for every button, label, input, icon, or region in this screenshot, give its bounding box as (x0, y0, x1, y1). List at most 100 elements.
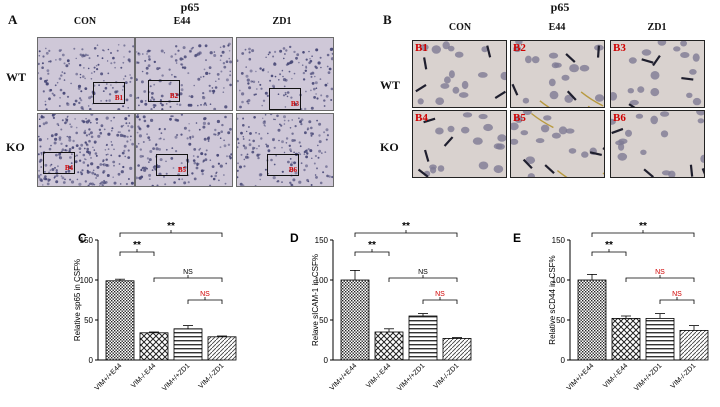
significance-bracket (354, 232, 458, 237)
tile-label: B1 (415, 42, 428, 54)
significance-bracket (625, 277, 695, 282)
panel-letter: D (290, 231, 299, 245)
panel-letter: E (513, 231, 521, 245)
significance-bracket (153, 277, 223, 282)
significance-label: ** (605, 240, 613, 251)
significance-label: ** (167, 221, 175, 232)
bar (577, 279, 607, 361)
panel-b-row-0: WT (380, 78, 401, 92)
category-label: VIM-/-ZD1 (198, 362, 226, 390)
significance-bracket (187, 299, 223, 304)
panel-b-letter: B (383, 12, 392, 27)
bar (408, 315, 438, 361)
panel-a-col-1: E44 (173, 16, 191, 27)
panel-a-title: p65 (180, 0, 200, 14)
tile-label: B4 (415, 112, 428, 124)
y-tick-label: 0 (89, 356, 94, 365)
significance-label: NS (655, 269, 665, 276)
panel-a-col-0: CON (73, 16, 97, 27)
micrograph-ko-con: B4 (37, 113, 135, 187)
category-label: VIM+/+E44 (94, 362, 124, 392)
micrograph-wt-e44: B2 (135, 37, 233, 111)
category-label: VIM-/-E44 (365, 362, 392, 389)
micrograph-wt-con: B1 (37, 37, 135, 111)
category-label: VIM-/-E44 (602, 362, 629, 389)
y-tick-label: 150 (315, 236, 329, 245)
bar (207, 336, 237, 361)
inset-box-label: B4 (64, 164, 73, 172)
bar (139, 332, 169, 361)
tile-label: B5 (513, 112, 526, 124)
category-label: VIM-/-ZD1 (670, 362, 698, 390)
y-axis-label: Relative sCD44 in CSF% (548, 255, 557, 344)
panel-letter: C (78, 231, 87, 245)
panel-b-col-2: ZD1 (647, 22, 667, 33)
y-tick-label: 150 (80, 236, 94, 245)
category-label: VIM+/+E44 (566, 362, 596, 392)
significance-bracket (354, 251, 390, 256)
bar (611, 317, 641, 361)
y-tick-label: 50 (319, 316, 328, 325)
panel-b-row-1: KO (380, 140, 399, 154)
y-tick-label: 0 (324, 356, 329, 365)
chart-d: D Relave sICAM-1 in CSF% 0 50 100 150 VIM+/+E4… (290, 221, 472, 393)
category-label: VIM+/+ZD1 (396, 362, 426, 392)
bar (645, 317, 675, 361)
significance-bracket (388, 277, 458, 282)
panel-a-col-2: ZD1 (272, 16, 292, 27)
micrograph-ko-zd1: B6 (236, 113, 334, 187)
significance-label: NS (418, 269, 428, 276)
significance-bracket (659, 299, 695, 304)
significance-bracket (119, 251, 155, 256)
inset-box: B3 (269, 88, 301, 110)
significance-bracket (591, 251, 627, 256)
significance-bracket (422, 299, 458, 304)
panel-a-row-1: KO (6, 140, 25, 154)
panel-a-letter: A (8, 12, 18, 27)
micrograph-wt-zd1: B3 (236, 37, 334, 111)
bar (374, 331, 404, 361)
significance-label: ** (368, 240, 376, 251)
tile-b5: B5 (510, 110, 605, 178)
bar (442, 337, 472, 361)
tile-b1: B1 (412, 40, 507, 108)
inset-box-label: B5 (177, 166, 186, 174)
significance-bracket (119, 232, 223, 237)
tile-label: B3 (613, 42, 626, 54)
category-label: VIM-/-ZD1 (433, 362, 461, 390)
significance-label: NS (200, 291, 210, 298)
significance-label: NS (183, 269, 193, 276)
bar (105, 280, 135, 361)
y-tick-label: 50 (556, 316, 565, 325)
inset-box: B1 (93, 82, 125, 104)
inset-box: B4 (43, 152, 75, 174)
chart-c: C Relative sp65 in CSF% 0 50 100 150 VIM+/+E44… (73, 221, 237, 393)
y-axis-label: Relative sp65 in CSF% (73, 259, 82, 341)
panel-a-row-0: WT (6, 70, 27, 84)
significance-bracket (591, 232, 695, 237)
category-label: VIM+/+ZD1 (633, 362, 663, 392)
significance-label: NS (672, 291, 682, 298)
y-tick-label: 100 (80, 276, 94, 285)
category-label: VIM+/+E44 (329, 362, 359, 392)
inset-box-label: B3 (290, 100, 299, 108)
category-label: VIM+/+ZD1 (161, 362, 191, 392)
panel-b-title: p65 (550, 0, 570, 14)
inset-box-label: B2 (169, 92, 178, 100)
significance-label: NS (435, 291, 445, 298)
y-tick-label: 150 (552, 236, 566, 245)
bar (173, 328, 203, 361)
significance-label: ** (639, 221, 647, 232)
significance-label: ** (133, 240, 141, 251)
bar (340, 279, 370, 361)
bar (679, 329, 709, 361)
chart-e: E Relative sCD44 in CSF% 0 50 100 150 VIM+/+E4… (513, 221, 709, 393)
tile-b6: B6 (610, 110, 705, 178)
y-tick-label: 0 (561, 356, 566, 365)
micrograph-ko-e44: B5 (135, 113, 233, 187)
y-axis-label: Relave sICAM-1 in CSF% (311, 254, 320, 346)
inset-box: B6 (267, 154, 299, 176)
tile-b3: B3 (610, 40, 705, 108)
panel-b-col-0: CON (448, 22, 472, 33)
